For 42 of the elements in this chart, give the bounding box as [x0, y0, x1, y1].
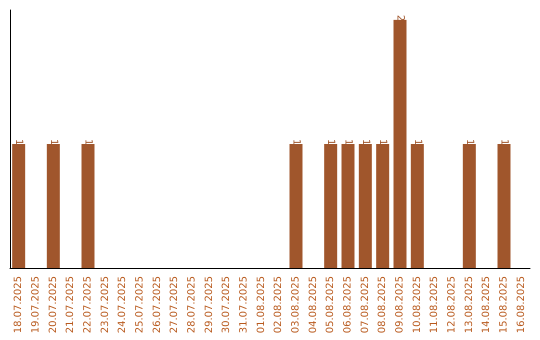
x-tick-label: 18.07.2025 — [13, 276, 24, 334]
x-tick-label: 23.07.2025 — [100, 276, 111, 334]
x-tick-label: 31.07.2025 — [238, 276, 250, 334]
x-tick-label: 05.08.2025 — [325, 276, 336, 334]
x-tick-label: 09.08.2025 — [394, 276, 406, 334]
data-label: 1 — [82, 138, 94, 146]
data-label: 1 — [290, 138, 302, 146]
x-tick-label: 01.08.2025 — [256, 276, 267, 334]
x-tick-label: 10.08.2025 — [412, 276, 423, 334]
x-tick-label: 26.07.2025 — [152, 276, 163, 334]
x-tick-label: 22.07.2025 — [82, 276, 94, 334]
data-label: 1 — [464, 138, 475, 146]
data-label: 1 — [342, 138, 354, 146]
x-tick-label: 21.07.2025 — [65, 276, 76, 334]
x-tick-label: 19.07.2025 — [30, 276, 42, 334]
x-tick-label: 27.07.2025 — [169, 276, 180, 334]
x-tick-label: 02.08.2025 — [273, 276, 284, 334]
x-tick-label: 25.07.2025 — [134, 276, 146, 334]
x-tick-label: 13.08.2025 — [464, 276, 475, 334]
x-tick-label: 15.08.2025 — [498, 276, 510, 334]
data-label: 1 — [13, 138, 24, 146]
x-tick-label: 29.07.2025 — [204, 276, 215, 334]
x-tick-label: 12.08.2025 — [446, 276, 458, 334]
data-label: 1 — [48, 138, 59, 146]
x-tick-label: 08.08.2025 — [377, 276, 388, 334]
x-tick-label: 04.08.2025 — [308, 276, 319, 334]
data-label: 2 — [394, 14, 406, 22]
x-tick-label: 03.08.2025 — [290, 276, 302, 334]
data-label: 1 — [412, 138, 423, 146]
x-tick-label: 06.08.2025 — [342, 276, 354, 334]
x-tick-label: 11.08.2025 — [429, 276, 440, 334]
x-tick-label: 24.07.2025 — [117, 276, 128, 334]
x-tick-label: 28.07.2025 — [186, 276, 198, 334]
x-tick-label: 07.08.2025 — [360, 276, 371, 334]
x-tick-label: 16.08.2025 — [516, 276, 527, 334]
x-tick-label: 20.07.2025 — [48, 276, 59, 334]
data-label: 1 — [325, 138, 336, 146]
x-tick-label: 14.08.2025 — [481, 276, 492, 334]
data-label: 1 — [360, 138, 371, 146]
x-tick-label: 30.07.2025 — [221, 276, 232, 334]
data-label: 1 — [377, 138, 388, 146]
data-label: 1 — [498, 138, 510, 146]
